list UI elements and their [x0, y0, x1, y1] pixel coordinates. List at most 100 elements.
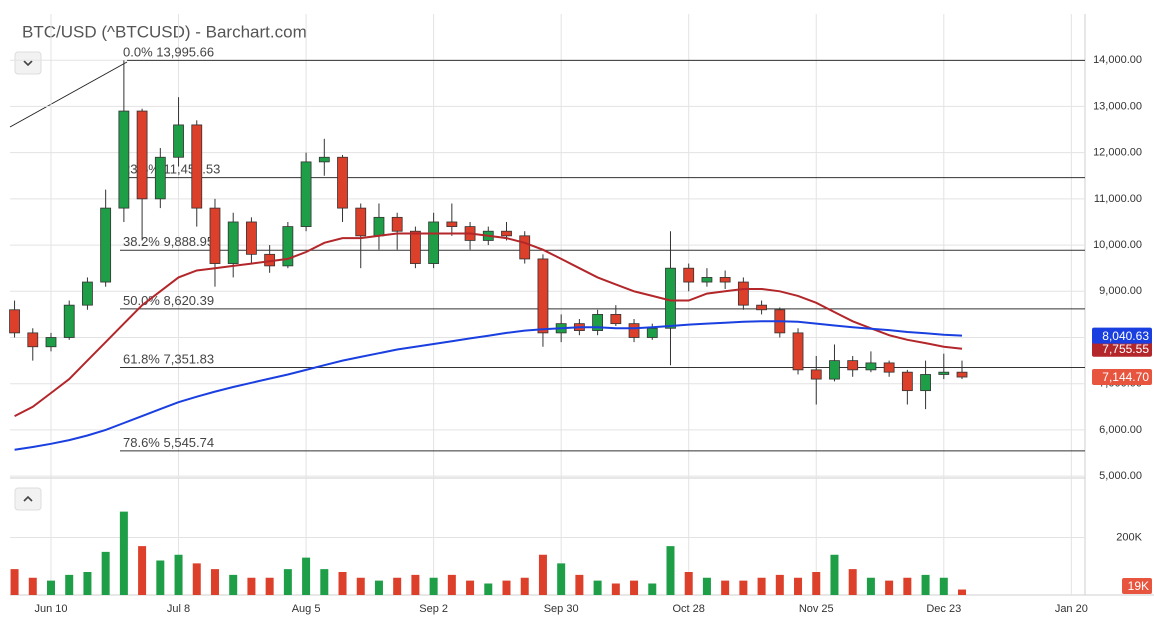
volume-bar [65, 574, 74, 595]
candle-body [9, 309, 20, 334]
fib-price: 13,995.66 [156, 45, 214, 60]
candle-body [27, 332, 39, 348]
volume-bar [757, 577, 766, 595]
volume-bar [229, 574, 238, 595]
candle-body [100, 207, 112, 283]
candle-body [847, 360, 859, 371]
volume-bar [28, 577, 37, 595]
y-tick-label: 6,000.00 [1099, 424, 1142, 436]
fib-price: 9,888.95 [164, 235, 215, 250]
candle-body [901, 371, 913, 392]
x-tick-label: Sep 30 [544, 603, 579, 615]
moving-average [14, 320, 963, 451]
candle-body [154, 156, 166, 200]
candle-body [737, 281, 749, 306]
candle-body [610, 313, 622, 325]
volume-bar [265, 577, 274, 595]
fib-label: 0.0% 13,995.66 [123, 45, 214, 60]
volume-bar [739, 580, 748, 595]
volume-bar [903, 577, 912, 595]
fib-label: 38.2% 9,888.95 [123, 235, 214, 250]
fib-price: 7,351.83 [164, 352, 215, 367]
candle-body [337, 156, 348, 209]
candle-body [829, 360, 840, 380]
volume-bar [848, 569, 857, 595]
candle-body [883, 362, 895, 373]
y-tick-label: 14,000.00 [1093, 54, 1142, 66]
volume-bar [192, 563, 201, 595]
x-tick-label: Dec 23 [926, 603, 961, 615]
candle-body [45, 337, 57, 348]
fib-label: 61.8% 7,351.83 [123, 352, 214, 367]
volume-bar [939, 577, 948, 595]
volume-bar [374, 580, 383, 595]
volume-bar [611, 583, 620, 595]
candle-body [63, 304, 75, 338]
x-tick-label: Nov 25 [799, 603, 834, 615]
candle-body [410, 230, 421, 264]
candle-body [956, 371, 968, 378]
volume-bar [466, 580, 475, 595]
y-tick-label: 11,000.00 [1094, 193, 1142, 205]
fib-percent: 0.0% [123, 45, 153, 60]
candle-body [209, 207, 221, 264]
fib-percent: 38.2% [123, 235, 160, 250]
volume-bar [794, 577, 803, 595]
volume-bar [138, 546, 147, 595]
volume-bar [302, 557, 311, 595]
y-tick-label: 13,000.00 [1093, 100, 1142, 112]
volume-bar [502, 580, 511, 595]
candle-body [428, 221, 440, 264]
x-tick-label: Jan 20 [1055, 603, 1088, 615]
price-badge-label: 19K [1128, 579, 1149, 593]
volume-bar [119, 511, 128, 595]
price-badge [1122, 578, 1152, 594]
fib-price: 5,545.74 [164, 435, 215, 450]
volume-bar [830, 554, 839, 595]
volume-bar [46, 580, 55, 595]
volume-bar [958, 589, 967, 595]
volume-bar [10, 569, 19, 595]
volume-bar [210, 569, 219, 595]
fib-percent: 61.8% [123, 352, 160, 367]
volume-bar [156, 560, 165, 595]
volume-bar [338, 572, 347, 595]
y-tick-label: 9,000.00 [1099, 285, 1142, 297]
volume-bar [702, 577, 711, 595]
candle-body [227, 221, 239, 264]
fib-percent: 78.6% [123, 435, 160, 450]
candle-body [501, 230, 512, 237]
candle-body [592, 313, 604, 331]
volume-bar [174, 554, 183, 595]
volume-bar [812, 572, 821, 595]
volume-bar [885, 580, 894, 595]
fib-percent: 50.0% [123, 293, 160, 308]
candle-body [391, 216, 403, 232]
candle-body [355, 207, 367, 237]
expand-volume-button[interactable] [14, 487, 42, 511]
volume-bar [83, 572, 92, 595]
volume-bar [447, 574, 456, 595]
price-badge [1092, 369, 1152, 386]
y-tick-label: 5,000.00 [1099, 470, 1142, 482]
volume-bar [101, 551, 110, 595]
volume-bar [721, 580, 730, 595]
volume-bar [557, 563, 566, 595]
candle-body [136, 110, 148, 200]
x-tick-label: Oct 28 [673, 603, 705, 615]
x-tick-label: Jul 8 [167, 603, 190, 615]
moving-average [14, 232, 963, 417]
collapse-button[interactable] [14, 51, 42, 75]
volume-bar [356, 577, 365, 595]
candle-body [537, 258, 549, 334]
volume-bar [575, 574, 584, 595]
candle-body [373, 216, 385, 237]
candle-body [920, 374, 931, 392]
volume-bar [520, 577, 529, 595]
volume-bar [320, 569, 329, 595]
candle-body [282, 226, 294, 267]
volume-bar [630, 580, 639, 595]
volume-bar [666, 546, 675, 595]
